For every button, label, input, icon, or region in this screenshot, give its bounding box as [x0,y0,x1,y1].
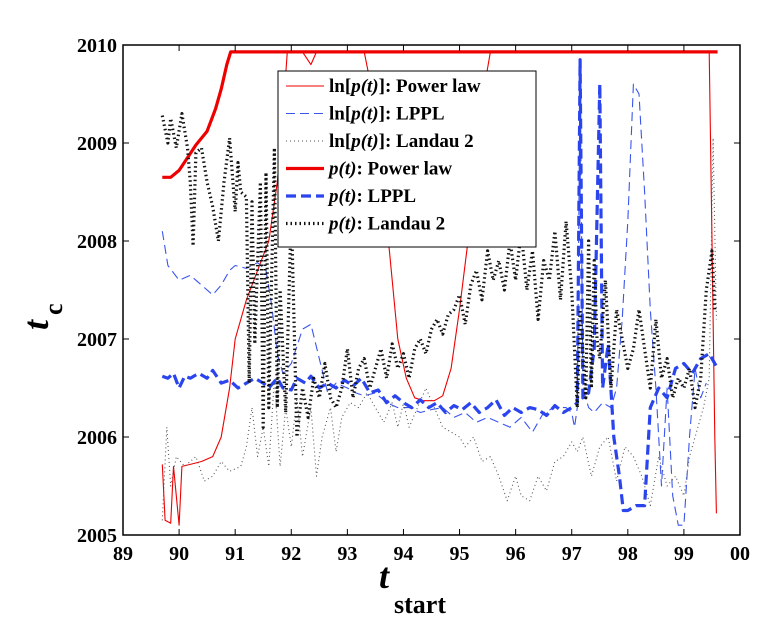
x-axis-label-main: t [379,556,390,596]
series-line-2 [161,64,707,526]
y-tick-label: 2005 [77,525,117,547]
y-axis-label-sub: c [39,303,68,315]
legend-items: ln[p(t)]: Power law ln[p(t)]: LPPL ln[p(t)… [286,76,481,235]
y-tick-label: 2009 [77,133,117,155]
series-line-5 [161,58,719,513]
y-tick-label: 2007 [77,329,117,351]
y-tick-label: 2006 [77,427,117,449]
x-tick-label: 92 [281,543,301,565]
x-tick-label: 96 [506,543,526,565]
x-tick-label: 91 [225,543,245,565]
series-line-3 [161,137,717,521]
x-tick-label: 98 [618,543,638,565]
legend-label-6: p(t): Landau 2 [327,214,445,235]
legend-label-1: ln[p(t)]: Power law [329,76,481,97]
legend-label-4: p(t): Power law [327,159,452,180]
y-axis-label: t c [16,303,68,330]
y-tick-label: 2010 [77,35,117,57]
x-tick-label: 99 [674,543,694,565]
x-tick-label: 93 [337,543,357,565]
ticks-layer: 89 90 91 92 93 94 95 96 97 98 99 00 2005 2006 2007 2008… [77,35,750,565]
y-axis-label-main: t [16,319,56,330]
plot-frame [122,44,741,536]
x-axis-label: t start [379,556,446,619]
series-line-4 [162,50,718,179]
x-tick-label: 97 [562,543,582,565]
x-tick-label: 95 [450,543,470,565]
x-tick-label: 90 [169,543,189,565]
legend-label-5: p(t): LPPL [327,186,416,207]
legend: ln[p(t)]: Power law ln[p(t)]: LPPL ln[p(t)… [277,70,537,248]
x-tick-label: 94 [393,543,413,565]
x-tick-label: 89 [113,543,133,565]
y-tick-label: 2008 [77,231,117,253]
legend-label-3: ln[p(t)]: Landau 2 [329,131,474,152]
x-axis-label-sub: start [394,590,446,619]
legend-label-2: ln[p(t)]: LPPL [329,104,445,125]
x-tick-label: 00 [730,543,750,565]
legend-box [277,70,537,248]
series-line-6 [160,112,717,439]
